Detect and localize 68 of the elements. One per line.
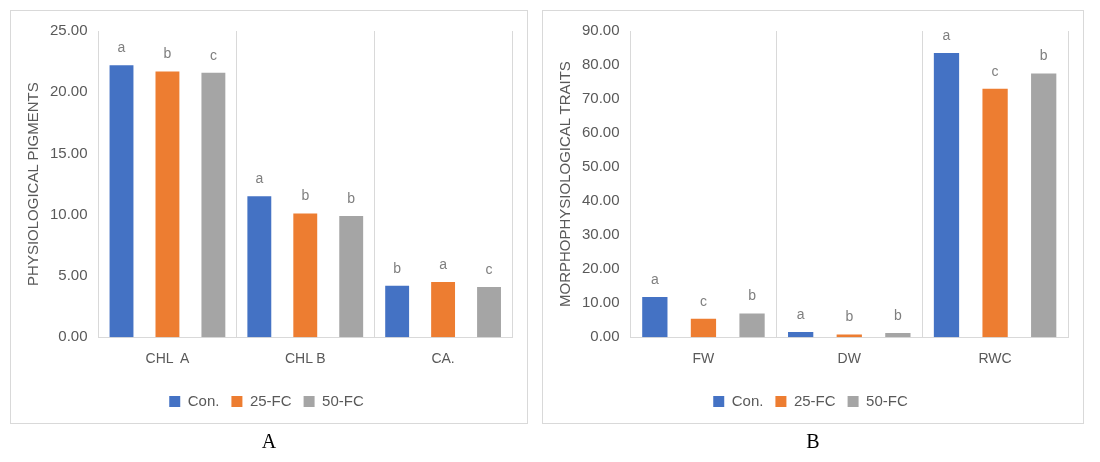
y-tick-label: 70.00 — [581, 89, 620, 107]
data-label: a — [650, 270, 659, 287]
x-tick-label: FW — [692, 350, 716, 367]
data-label: a — [942, 26, 951, 43]
data-label: b — [748, 287, 757, 304]
data-label: b — [393, 259, 402, 276]
text: A — [261, 430, 277, 453]
y-tick-label: 30.00 — [581, 225, 620, 243]
y-tick-label: 20.00 — [581, 259, 620, 277]
bar — [690, 318, 717, 338]
legend-label: Con. — [187, 391, 220, 409]
y-tick-label: 0.00 — [590, 327, 620, 345]
y-tick-label: 25.00 — [49, 21, 88, 39]
x-tick-label: CHL B — [284, 350, 326, 367]
y-tick-label: 10.00 — [49, 204, 88, 222]
bar — [385, 285, 410, 338]
bar — [293, 213, 318, 338]
data-label: a — [796, 305, 805, 322]
y-tick-label: 0.00 — [58, 327, 88, 345]
bar — [642, 297, 668, 338]
y-tick-label: 90.00 — [581, 21, 620, 39]
data-label: b — [347, 189, 356, 206]
x-tick-label: CHL A — [145, 350, 191, 367]
bar — [885, 333, 911, 338]
legend-label: 50-FC — [866, 391, 908, 409]
legend-label: 25-FC — [249, 391, 292, 409]
bar — [982, 88, 1008, 338]
bar — [1031, 73, 1057, 338]
y-axis-title: PHYSIOLOGICAL PIGMENTS — [24, 82, 42, 286]
y-tick-label: 5.00 — [58, 266, 88, 284]
y-tick-label: 80.00 — [581, 55, 620, 73]
bar — [431, 282, 456, 338]
legend-label: Con. — [731, 391, 764, 409]
data-label: b — [163, 45, 172, 62]
data-label: a — [117, 39, 126, 56]
bar — [201, 72, 226, 338]
y-tick-label: 60.00 — [581, 123, 620, 141]
data-label: a — [439, 255, 448, 272]
x-tick-label: CA. — [431, 350, 455, 367]
bar — [155, 71, 180, 338]
bar — [933, 53, 960, 338]
legend-label: 25-FC — [793, 391, 836, 409]
text: B — [806, 430, 820, 453]
x-tick-label: DW — [837, 350, 862, 367]
data-label: c — [991, 62, 999, 79]
y-tick-label: 20.00 — [49, 82, 88, 100]
data-label: c — [485, 260, 493, 277]
legend-label: 50-FC — [322, 391, 364, 409]
data-label: b — [1039, 47, 1048, 64]
bar — [836, 334, 862, 338]
bar — [739, 313, 765, 338]
data-label: b — [301, 187, 310, 204]
bar — [247, 196, 272, 338]
y-tick-label: 50.00 — [581, 157, 620, 175]
y-tick-label: 10.00 — [581, 293, 620, 311]
x-tick-label: RWC — [978, 350, 1012, 367]
data-label: b — [845, 308, 854, 325]
data-label: c — [209, 46, 217, 63]
data-label: c — [699, 292, 707, 309]
bar — [339, 215, 364, 338]
bar — [477, 286, 501, 338]
y-tick-label: 40.00 — [581, 191, 620, 209]
data-label: b — [893, 306, 902, 323]
bar — [109, 65, 134, 338]
y-axis-title: MORPHOPHYSIOLOGICAL TRAITS — [556, 61, 574, 308]
y-tick-label: 15.00 — [49, 143, 88, 161]
bar — [788, 332, 814, 338]
data-label: a — [255, 170, 264, 187]
